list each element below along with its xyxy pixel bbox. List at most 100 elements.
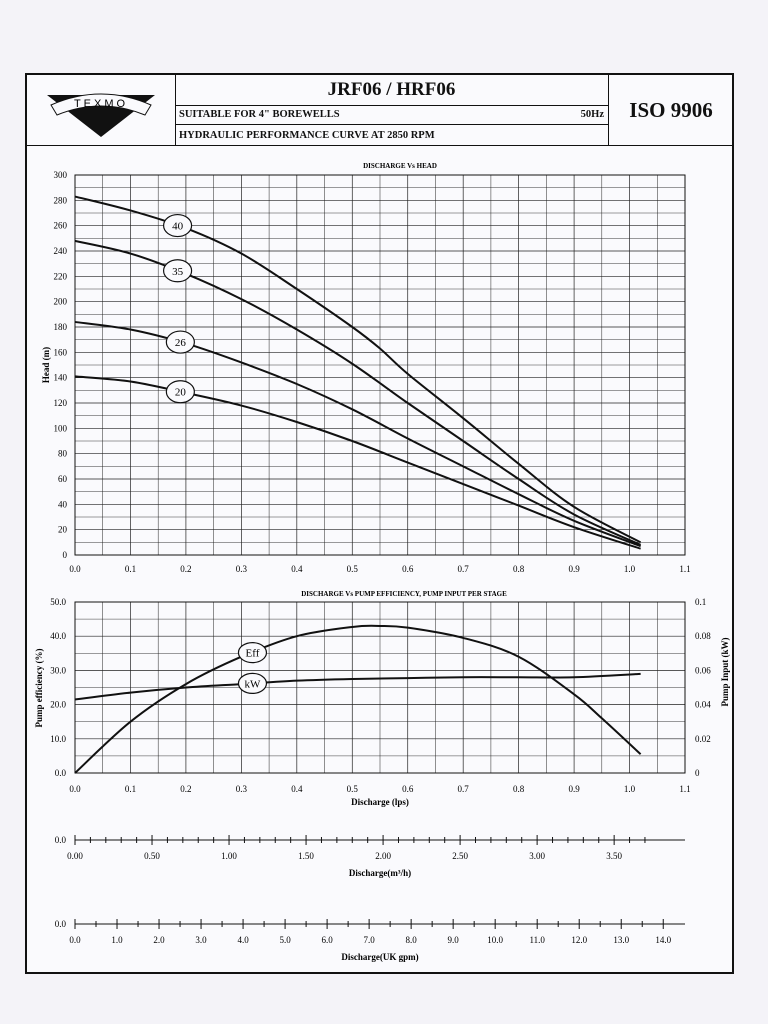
head-chart: DISCHARGE Vs HEAD Head (m) 0.0 0.1 0.2 0.3 0… [41,162,691,574]
head-y-tick-label: 280 [54,195,68,205]
scale-tick-label: 2.0 [153,935,165,945]
scale-tick-label: 10.0 [487,935,503,945]
eff-x-tick-label: 1.1 [679,784,690,794]
eff-x-tick-label: 0.4 [291,784,303,794]
scale-tick-label: 1.0 [111,935,123,945]
scale-zero-label: 0.0 [55,919,67,929]
scale-tick-label: 11.0 [529,935,545,945]
series-label: kW [245,678,262,690]
head-y-tick-label: 140 [54,373,68,383]
head-curve-26 [74,320,641,548]
input-y2-tick-label: 0.02 [695,734,711,744]
efficiency-chart-title: DISCHARGE Vs PUMP EFFICIENCY, PUMP INPUT… [301,590,507,598]
scale-tick-label: 2.50 [452,851,468,861]
scale-tick-label: 14.0 [655,935,671,945]
scale-tick-label: 9.0 [448,935,460,945]
scale-tick-label: 8.0 [406,935,418,945]
input-y2-tick-label: 0.08 [695,631,711,641]
scale-tick-label: 3.0 [195,935,207,945]
series-label: 20 [175,387,187,399]
eff-x-tick-label: 0.3 [236,784,248,794]
head-y-tick-label: 80 [58,449,68,459]
series-label-bubble [237,672,268,694]
eff-y-tick-label: 10.0 [50,734,66,744]
brand-name: TEXMO [74,98,128,110]
curve-title-row: HYDRAULIC PERFORMANCE CURVE AT 2850 RPM [175,125,608,145]
scale-tick-label: 12.0 [571,935,587,945]
head-y-tick-label: 160 [54,347,68,357]
scale-tick-label: 0.00 [67,851,83,861]
series-label: 26 [175,337,187,349]
head-curve-20 [74,375,641,550]
scale-tick-label: 7.0 [363,935,375,945]
conversion-scales: 0.00.00 0.50 1.00 1.50 2.00 2.50 3.00 3.50Disch… [55,835,685,962]
head-y-tick-label: 220 [54,271,68,281]
head-x-tick-label: 0.6 [402,564,414,574]
eff-y-tick-label: 30.0 [50,665,66,675]
eff-x-tick-label: 0.0 [69,784,81,794]
curve-title-text: HYDRAULIC PERFORMANCE CURVE AT 2850 RPM [179,129,435,141]
suitability-text: SUITABLE FOR 4" BOREWELLS [179,109,340,120]
head-y-tick-label: 200 [54,297,68,307]
input-y2-tick-label: 0.04 [695,700,711,710]
series-label-bubble [165,380,195,404]
head-x-tick-label: 0.3 [236,564,248,574]
scale-tick-label: 2.00 [375,851,391,861]
eff-curve-kW [74,672,641,701]
eff-x-tick-label: 1.0 [624,784,636,794]
head-y-axis-label: Head (m) [41,347,51,383]
eff-y-tick-label: 50.0 [50,597,66,607]
input-y2-tick-label: 0.06 [695,665,711,675]
head-y-tick-label: 40 [58,499,68,509]
head-y-tick-label: 120 [54,398,68,408]
head-curve-35 [74,239,642,546]
scale-tick-label: 3.00 [529,851,545,861]
head-plot-border [74,174,686,556]
series-label-bubble [237,642,268,664]
head-y-tick-label: 180 [54,322,68,332]
standard-cell: ISO 9906 [608,75,733,145]
scale-tick-label: 1.50 [298,851,314,861]
head-y-tick-label: 260 [54,221,68,231]
head-y-tick-label: 0 [63,550,68,560]
eff-x-tick-label: 0.2 [180,784,191,794]
head-y-tick-label: 100 [54,423,68,433]
scale-tick-label: 0.50 [144,851,160,861]
head-y-tick-label: 300 [54,170,68,180]
head-x-tick-label: 0.1 [125,564,136,574]
scale-tick-label: 5.0 [279,935,291,945]
texmo-logo: TEXMO [47,93,155,137]
head-chart-title: DISCHARGE Vs HEAD [363,162,437,170]
eff-x-tick-label: 0.5 [347,784,359,794]
head-y-tick-label: 60 [58,474,68,484]
scale-axis-label: Discharge(m³/h) [349,868,411,878]
scale-tick-label: 4.0 [237,935,249,945]
scale-tick-label: 0.0 [69,935,81,945]
eff-x-tick-label: 0.8 [513,784,525,794]
input-y2-axis-label: Pump Input (kW) [720,637,730,706]
scale-zero-label: 0.0 [55,835,67,845]
series-label: Eff [246,648,260,660]
eff-x-tick-label: 0.9 [568,784,580,794]
series-label-bubble [162,213,193,238]
suitability-row: SUITABLE FOR 4" BOREWELLS 50Hz [175,105,608,125]
eff-x-tick-label: 0.1 [125,784,136,794]
datasheet-header: TEXMO JRF06 / HRF06 SUITABLE FOR 4" BORE… [27,75,732,146]
efficiency-chart: DISCHARGE Vs PUMP EFFICIENCY, PUMP INPUT… [34,590,730,807]
scale-tick-label: 1.00 [221,851,237,861]
series-label: 40 [172,221,184,233]
series-label-bubble [162,259,193,283]
scale-tick-label: 3.50 [606,851,622,861]
input-y2-tick-label: 0 [695,768,700,778]
head-x-tick-label: 1.0 [624,564,636,574]
eff-y-tick-label: 40.0 [50,631,66,641]
model-title: JRF06 / HRF06 [175,75,608,106]
eff-y-tick-label: 20.0 [50,700,66,710]
head-x-tick-label: 0.4 [291,564,303,574]
datasheet-frame: TEXMO JRF06 / HRF06 SUITABLE FOR 4" BORE… [25,73,734,974]
scale-tick-label: 6.0 [321,935,333,945]
head-x-tick-label: 0.8 [513,564,525,574]
head-x-tick-label: 0.5 [347,564,359,574]
head-y-tick-label: 20 [58,525,68,535]
